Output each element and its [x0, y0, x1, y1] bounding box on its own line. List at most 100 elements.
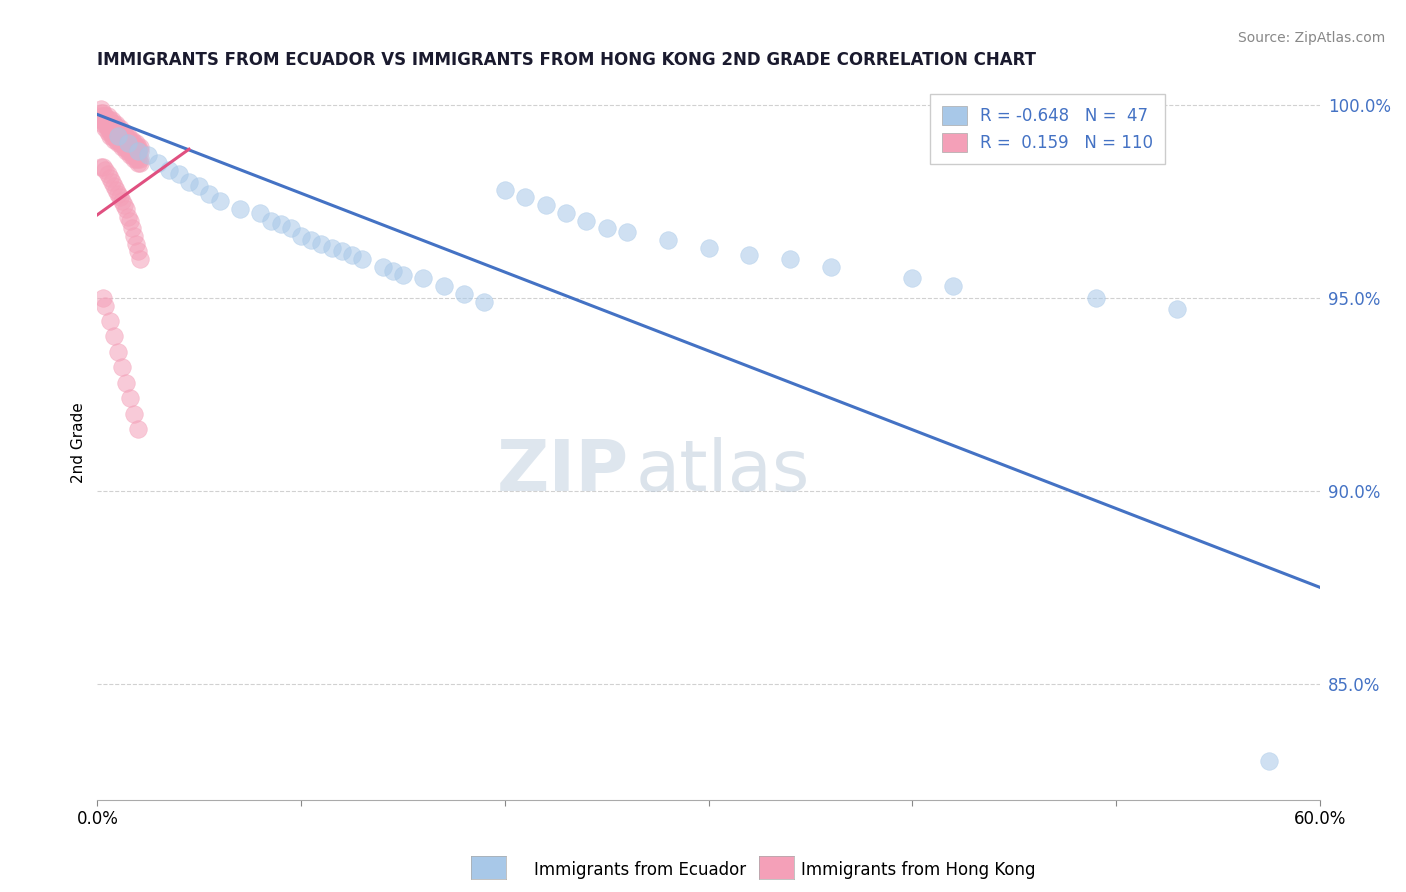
Point: [104, 183, 127, 197]
Point: [122, 229, 145, 244]
Point: [122, 152, 145, 166]
Point: [103, 128, 125, 143]
Point: [108, 120, 131, 135]
Point: [290, 229, 312, 244]
Point: [299, 233, 322, 247]
Point: [127, 144, 149, 158]
Point: [117, 140, 139, 154]
Point: [96, 167, 118, 181]
Point: [118, 136, 141, 151]
Point: [98, 128, 121, 143]
Point: [115, 202, 138, 216]
Point: [115, 128, 138, 143]
Point: [118, 148, 141, 162]
Text: Source: ZipAtlas.com: Source: ZipAtlas.com: [1237, 31, 1385, 45]
Point: [371, 260, 394, 274]
Point: [125, 152, 148, 166]
Point: [103, 120, 125, 135]
Point: [90, 102, 112, 116]
Point: [107, 186, 129, 201]
Point: [177, 175, 200, 189]
Point: [104, 132, 127, 146]
Point: [100, 113, 122, 128]
Point: [108, 125, 131, 139]
Point: [111, 140, 134, 154]
Point: [115, 144, 138, 158]
Point: [321, 241, 343, 255]
Point: [111, 128, 134, 143]
Point: [117, 132, 139, 146]
Point: [93, 291, 115, 305]
Point: [381, 264, 404, 278]
Point: [474, 294, 496, 309]
Point: [121, 148, 143, 162]
Point: [129, 155, 152, 169]
Point: [118, 144, 141, 158]
Point: [942, 279, 965, 293]
Point: [107, 132, 129, 146]
Point: [249, 206, 271, 220]
Point: [129, 144, 152, 158]
Point: [107, 136, 129, 151]
Point: [112, 128, 135, 143]
Point: [433, 279, 456, 293]
Point: [738, 248, 761, 262]
Point: [412, 271, 434, 285]
Point: [107, 120, 129, 135]
Point: [112, 136, 135, 151]
Point: [270, 218, 292, 232]
Point: [104, 128, 127, 143]
Point: [188, 178, 211, 193]
Point: [117, 144, 139, 158]
Point: [98, 113, 121, 128]
Point: [595, 221, 617, 235]
Point: [167, 167, 190, 181]
Point: [107, 128, 129, 143]
Point: [117, 136, 139, 151]
Point: [115, 132, 138, 146]
Point: [108, 132, 131, 146]
Point: [697, 241, 720, 255]
Point: [112, 198, 135, 212]
Point: [107, 344, 129, 359]
Point: [90, 105, 112, 120]
Point: [111, 125, 134, 139]
Point: [129, 140, 152, 154]
Point: [616, 225, 638, 239]
Point: [311, 236, 333, 251]
Point: [148, 155, 170, 169]
Point: [127, 244, 149, 259]
Point: [122, 140, 145, 154]
Point: [93, 113, 115, 128]
Legend: R = -0.648   N =  47, R =  0.159   N = 110: R = -0.648 N = 47, R = 0.159 N = 110: [929, 94, 1164, 164]
Text: Immigrants from Hong Kong: Immigrants from Hong Kong: [801, 861, 1036, 879]
Point: [127, 422, 149, 436]
Point: [127, 140, 149, 154]
Point: [259, 213, 281, 227]
Point: [117, 128, 139, 143]
Point: [127, 152, 149, 166]
Point: [122, 136, 145, 151]
Point: [208, 194, 231, 209]
Point: [340, 248, 363, 262]
Point: [107, 125, 129, 139]
Point: [118, 132, 141, 146]
Point: [121, 132, 143, 146]
Point: [112, 140, 135, 154]
Point: [93, 109, 115, 123]
Point: [90, 109, 112, 123]
Point: [93, 105, 115, 120]
Point: [125, 236, 148, 251]
Text: IMMIGRANTS FROM ECUADOR VS IMMIGRANTS FROM HONG KONG 2ND GRADE CORRELATION CHART: IMMIGRANTS FROM ECUADOR VS IMMIGRANTS FR…: [97, 51, 1036, 69]
Point: [122, 407, 145, 421]
Point: [125, 136, 148, 151]
Point: [111, 194, 134, 209]
Point: [127, 155, 149, 169]
Point: [104, 120, 127, 135]
Text: ZIP: ZIP: [496, 436, 628, 506]
Point: [392, 268, 415, 282]
Point: [108, 190, 131, 204]
Point: [127, 144, 149, 158]
Point: [94, 117, 117, 131]
Point: [352, 252, 374, 267]
